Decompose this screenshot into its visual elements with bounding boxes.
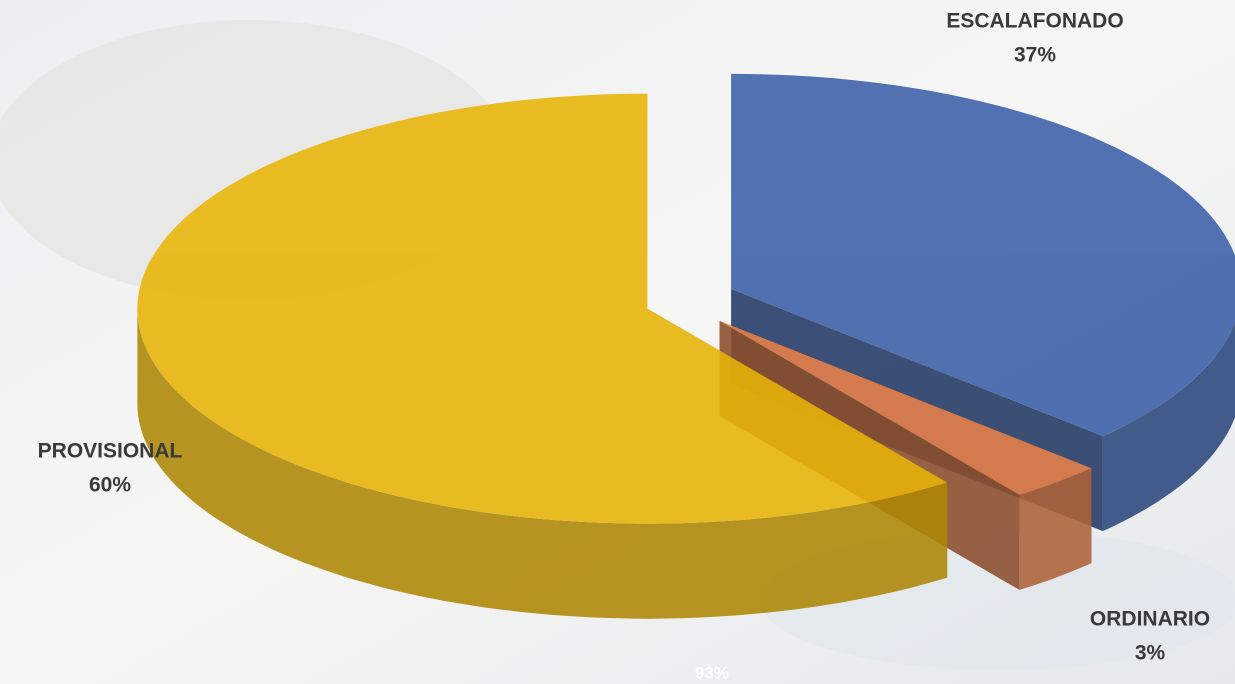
value-label: 3% [1135, 642, 1166, 665]
category-label: PROVISIONAL [38, 440, 183, 463]
slice-side [137, 308, 948, 619]
category-label: ORDINARIO [1090, 608, 1210, 631]
pie-slice [731, 73, 1235, 437]
pie-slice [137, 93, 948, 524]
slice-side [1019, 468, 1092, 590]
pie [137, 73, 1235, 619]
value-label: 60% [89, 474, 131, 497]
category-label: ESCALAFONADO [946, 10, 1123, 33]
value-label: 37% [1014, 44, 1056, 67]
pie-slice [719, 321, 1092, 495]
annotation: 93% [695, 663, 729, 682]
slice-side [1102, 321, 1235, 532]
slice-group [137, 93, 948, 619]
